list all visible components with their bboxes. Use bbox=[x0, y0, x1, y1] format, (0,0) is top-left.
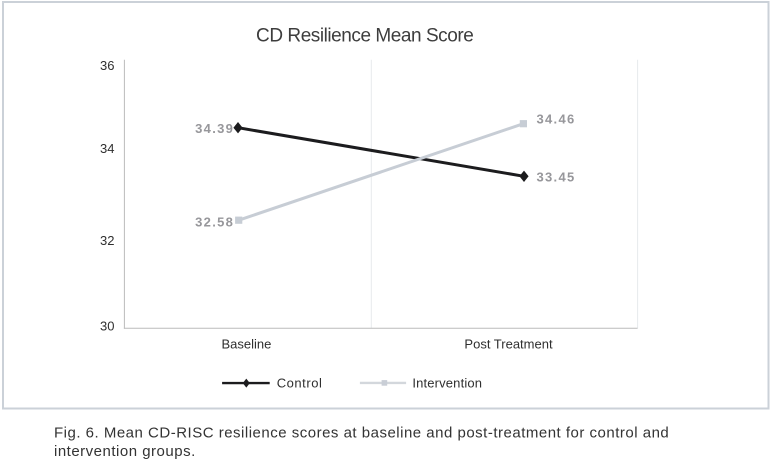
svg-text:36: 36 bbox=[100, 58, 114, 73]
svg-text:32.58: 32.58 bbox=[195, 214, 234, 229]
svg-text:34.46: 34.46 bbox=[537, 111, 576, 126]
svg-text:30: 30 bbox=[100, 318, 114, 333]
svg-text:32: 32 bbox=[100, 233, 114, 248]
svg-text:Control: Control bbox=[277, 376, 323, 391]
svg-text:Post Treatment: Post Treatment bbox=[464, 336, 553, 351]
svg-text:Fig. 6. Mean CD-RISC resilienc: Fig. 6. Mean CD-RISC resilience scores a… bbox=[54, 424, 669, 441]
svg-text:33.45: 33.45 bbox=[537, 169, 576, 184]
svg-text:34: 34 bbox=[100, 141, 114, 156]
svg-text:Baseline: Baseline bbox=[221, 336, 271, 351]
svg-text:Intervention: Intervention bbox=[412, 376, 482, 391]
svg-text:intervention groups.: intervention groups. bbox=[54, 443, 196, 460]
svg-text:CD Resilience Mean Score: CD Resilience Mean Score bbox=[256, 26, 473, 47]
svg-text:34.39: 34.39 bbox=[195, 121, 234, 136]
